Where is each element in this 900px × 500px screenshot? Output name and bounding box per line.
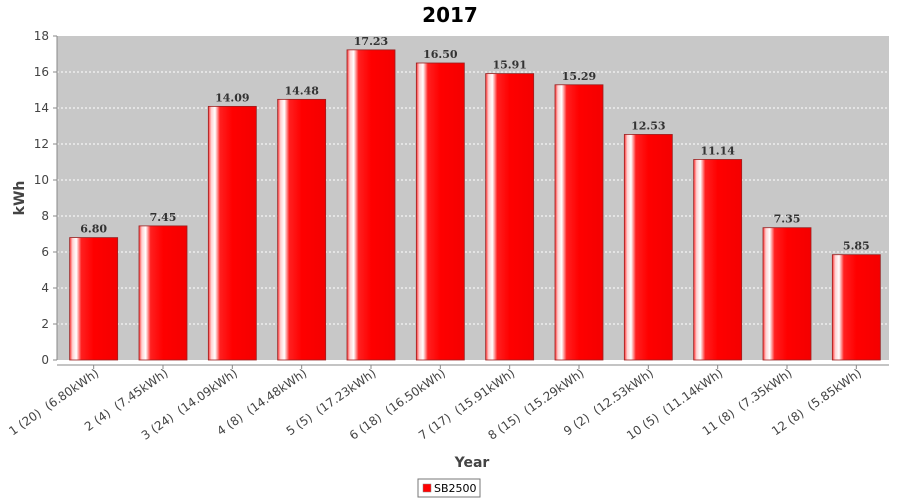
x-axis-label: Year <box>454 455 490 471</box>
chart-title: 2017 <box>422 3 478 27</box>
x-axis: 1 (20) (6.80kWh)2 (4) (7.45kWh)3 (24) (1… <box>6 364 889 443</box>
bar <box>138 225 188 361</box>
y-tick-label: 0 <box>41 353 49 367</box>
y-tick-label: 4 <box>41 281 49 295</box>
y-tick-label: 10 <box>34 173 49 187</box>
bar <box>554 84 604 361</box>
legend: SB2500 <box>417 478 481 498</box>
bar <box>831 254 881 361</box>
bar <box>485 73 535 361</box>
y-tick-label: 12 <box>34 137 49 151</box>
bar <box>762 227 812 361</box>
bar <box>207 105 257 361</box>
bar-value-label: 17.23 <box>354 35 388 48</box>
bar <box>415 62 465 361</box>
legend-box <box>417 478 481 498</box>
bar <box>623 134 673 361</box>
y-axis-label: kWh <box>12 181 28 216</box>
legend-label: SB2500 <box>434 482 477 495</box>
bar <box>277 98 327 361</box>
bar-value-label: 14.09 <box>215 91 249 104</box>
bar <box>693 159 743 361</box>
value-labels: 6.80 7.45 14.09 14.48 17.23 16.50 15.91 15.29 12… <box>80 35 869 253</box>
bar-value-label: 15.91 <box>492 59 526 72</box>
y-tick-label: 16 <box>34 65 49 79</box>
bar-value-label: 15.29 <box>562 70 596 83</box>
bar-value-label: 11.14 <box>700 144 735 157</box>
bar-value-label: 14.48 <box>284 84 319 97</box>
plot-area <box>57 36 889 360</box>
bar <box>346 49 396 361</box>
bar-value-label: 6.80 <box>80 223 107 236</box>
y-tick-label: 8 <box>41 209 49 223</box>
bar-value-label: 16.50 <box>423 48 458 61</box>
y-tick-label: 6 <box>41 245 49 259</box>
bar <box>69 237 119 361</box>
bar-value-label: 5.85 <box>843 240 870 253</box>
y-axis: 0 2 4 6 8 10 12 14 16 18 <box>34 29 58 367</box>
bar-value-label: 7.45 <box>150 211 177 224</box>
bar-value-label: 7.35 <box>774 213 801 226</box>
legend-swatch <box>422 483 432 493</box>
gridlines <box>57 71 889 325</box>
y-tick-label: 18 <box>34 29 49 43</box>
y-tick-label: 2 <box>41 317 49 331</box>
bars <box>69 49 881 361</box>
bar-value-label: 12.53 <box>631 119 665 132</box>
y-tick-label: 14 <box>34 101 49 115</box>
